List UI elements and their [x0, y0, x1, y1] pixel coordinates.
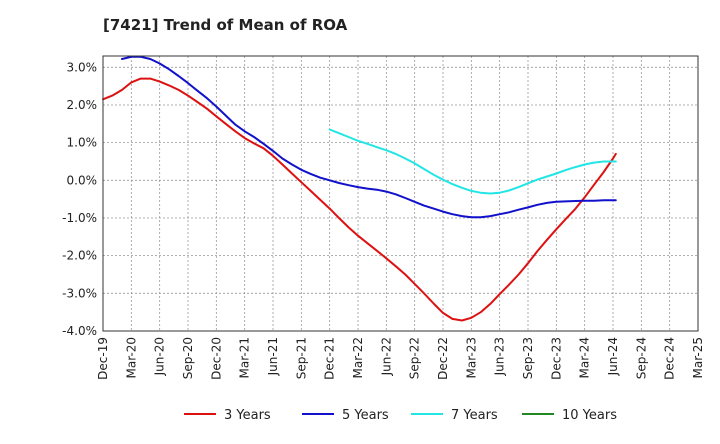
- x-tick-label: Sep-23: [521, 337, 535, 379]
- x-tick-label: Jun-21: [266, 337, 280, 376]
- x-tick-label: Mar-22: [351, 337, 365, 378]
- x-tick-label: Dec-21: [323, 337, 337, 380]
- x-tick-label: Dec-22: [436, 337, 450, 380]
- x-tick-label: Sep-22: [408, 337, 422, 379]
- y-tick-label: -3.0%: [62, 286, 97, 300]
- legend-label-10-years: 10 Years: [562, 408, 617, 423]
- plot-area: [103, 56, 698, 331]
- y-tick-label: 2.0%: [67, 98, 98, 112]
- series-line-7-years: [328, 128, 617, 195]
- y-tick-label: 1.0%: [67, 136, 98, 150]
- legend-label-5-years: 5 Years: [342, 408, 389, 423]
- y-tick-label: -1.0%: [62, 211, 97, 225]
- x-tick-label: Dec-19: [96, 337, 110, 380]
- legend-label-3-years: 3 Years: [224, 408, 271, 423]
- x-axis: Dec-19 Mar-20 Jun-20 Sep-20 Dec-20 Mar-21 Jun-…: [96, 337, 705, 380]
- plot-border: [102, 55, 699, 332]
- y-tick-label: 3.0%: [67, 60, 98, 74]
- x-tick-label: Jun-23: [493, 337, 507, 376]
- legend: 3 Years 5 Years 7 Years 10 Years: [184, 408, 617, 423]
- x-tick-label: Sep-24: [634, 337, 648, 379]
- x-tick-label: Jun-24: [606, 337, 620, 376]
- y-tick-label: -2.0%: [62, 249, 97, 263]
- series-line-3-years: [102, 77, 617, 322]
- x-tick-label: Sep-20: [181, 337, 195, 379]
- x-tick-label: Mar-20: [124, 337, 138, 378]
- x-tick-label: Mar-23: [464, 337, 478, 378]
- y-axis: 3.0% 2.0% 1.0% 0.0% -1.0% -2.0% -3.0% -4.0%: [62, 60, 97, 338]
- series-layer: [102, 55, 617, 322]
- y-tick-label: -4.0%: [62, 324, 97, 338]
- x-tick-label: Dec-24: [663, 337, 677, 380]
- x-tick-label: Mar-25: [691, 337, 705, 378]
- x-tick-label: Jun-22: [379, 337, 393, 376]
- x-tick-label: Mar-21: [238, 337, 252, 378]
- x-tick-label: Dec-20: [209, 337, 223, 380]
- y-tick-label: 0.0%: [67, 173, 98, 187]
- x-tick-label: Sep-21: [294, 337, 308, 379]
- x-tick-label: Dec-23: [549, 337, 563, 380]
- series-line-5-years: [121, 55, 617, 219]
- legend-label-7-years: 7 Years: [451, 408, 498, 423]
- x-tick-label: Mar-24: [578, 337, 592, 378]
- chart-title: [7421] Trend of Mean of ROA: [103, 16, 348, 34]
- x-tick-label: Jun-20: [153, 337, 167, 376]
